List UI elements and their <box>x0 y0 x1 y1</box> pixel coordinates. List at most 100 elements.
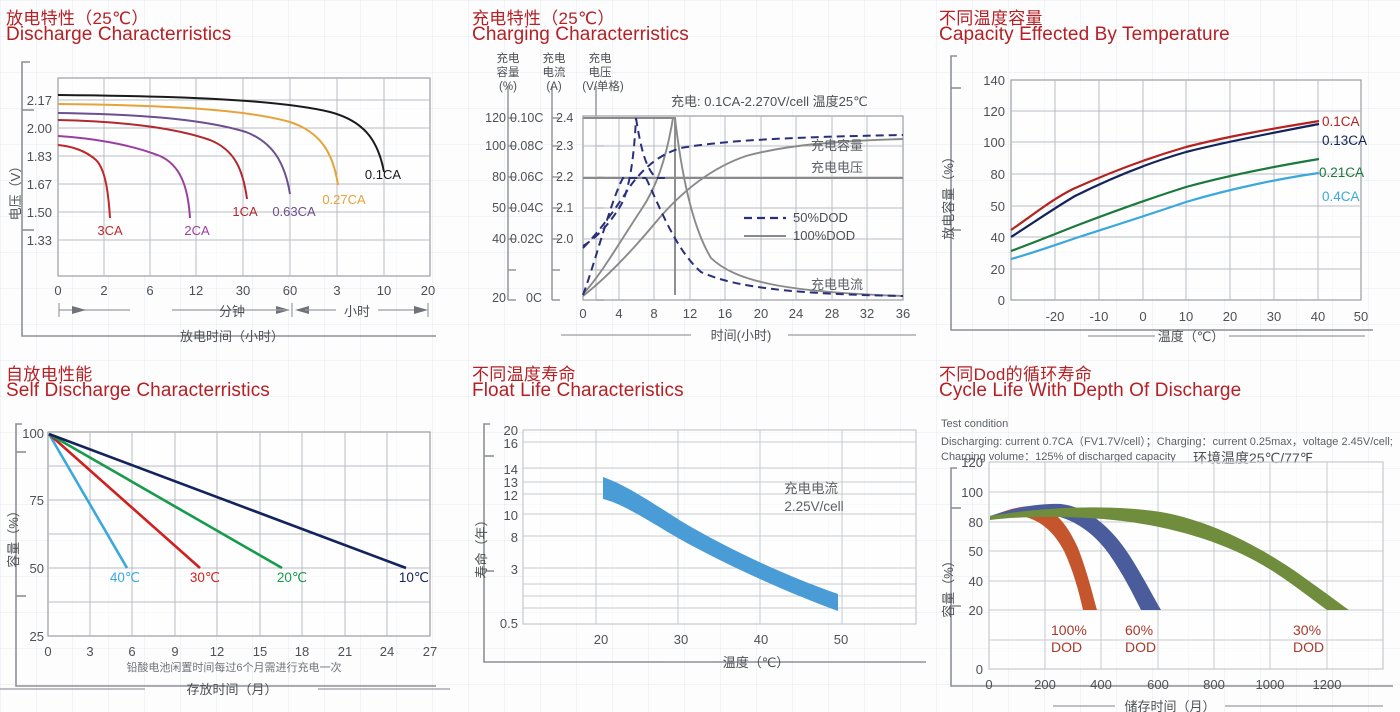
legend-charging: 50%DOD 100%DOD <box>744 210 855 243</box>
y-tick-label: 2.00 <box>27 121 52 136</box>
curve-100dod-voltage <box>582 117 676 295</box>
dod-label-line2: DOD <box>1293 639 1324 655</box>
axis-head-line2: 电压 <box>589 66 612 79</box>
axis-head-current: 充电 电流 (A) <box>543 51 566 93</box>
y-tick-labels-cycle-life: 120 100 80 50 40 20 0 <box>961 455 983 677</box>
x-tick-label: 600 <box>1147 677 1169 692</box>
x-tick-label: 15 <box>253 644 267 659</box>
charging-condition-note: 充电: 0.1CA-2.270V/cell 温度25℃ <box>671 94 868 109</box>
axis-head-line1: 充电 <box>497 51 520 65</box>
x-tick-label: 8 <box>650 306 657 321</box>
curve-063ca <box>57 112 291 195</box>
grid-vertical <box>1044 462 1328 669</box>
tick-label: 2.0 <box>556 232 573 246</box>
x-tick-label: 1000 <box>1256 677 1285 692</box>
y-tick-label: 20 <box>991 262 1005 277</box>
series-label-2ca: 2CA <box>184 223 210 238</box>
grid-vertical <box>1054 80 1319 300</box>
plot-area <box>988 461 1384 670</box>
x-tick-label: 12 <box>210 644 224 659</box>
y-tick-label: 1.33 <box>27 233 52 248</box>
y-axis-title-self-discharge: 容量（%） <box>6 504 21 568</box>
x-tick-label: 27 <box>423 644 437 659</box>
tick-label: 40 <box>492 232 506 246</box>
x-tick-label: 21 <box>338 644 352 659</box>
x-tick-label: 2 <box>100 283 107 298</box>
grid-lines <box>583 116 903 300</box>
y-tick-label: 16 <box>504 436 518 451</box>
tick-label: 0.02C <box>510 232 543 246</box>
axis-head-capacity: 充电 容量 (%) <box>497 51 520 93</box>
chart-svg-self-discharge: 100 75 50 25 0 3 6 9 12 15 18 21 24 27 4… <box>0 423 450 697</box>
curve-label-voltage: 充电电压 <box>811 160 863 175</box>
axis-frame <box>21 61 436 337</box>
series-label-021ca: 0.21CA <box>1319 165 1364 180</box>
x-tick-label: 9 <box>171 644 178 659</box>
chart-title-cn-cycle-life: 不同Dod的循环寿命 <box>939 365 1093 384</box>
chart-panel-self-discharge: 自放电性能 Self Discharge Characterristics <box>0 356 466 712</box>
tick-label: 20 <box>492 291 506 305</box>
x-tick-label: 60 <box>283 283 297 298</box>
x-tick-labels-capacity: -20 -10 0 10 20 30 40 50 <box>1046 309 1369 324</box>
chart-svg-charging: 充电 容量 (%) 充电 电流 (A) 充电 电压 (V/单格) 120 100… <box>485 51 916 343</box>
series-label-01ca: 0.1CA <box>1322 114 1360 129</box>
dod-label-line1: 30% <box>1293 622 1321 638</box>
float-life-annotation-line2: 2.25V/cell <box>784 499 843 514</box>
tick-label: 0.04C <box>510 201 543 215</box>
chart-panel-cycle-life: 不同Dod的循环寿命 Cycle Life With Depth Of Disc… <box>933 356 1400 712</box>
float-life-annotation-line1: 充电电流 <box>784 481 838 496</box>
chart-svg-float-life: 20 16 14 13 12 10 8 3 0.5 20 30 40 50 充电… <box>474 423 926 670</box>
y-tick-label: 13 <box>504 475 518 490</box>
chart-title-en-self-discharge: Self Discharge Characterristics <box>6 380 270 401</box>
y-tick-label: 50 <box>969 544 983 559</box>
chart-title-en-cycle-life: Cycle Life With Depth Of Discharge <box>939 380 1242 401</box>
series-label-1ca: 1CA <box>232 204 258 219</box>
x-subaxis-label-minutes: 分钟 <box>219 304 245 319</box>
y-tick-label: 80 <box>991 167 1005 182</box>
grid-horizontal <box>58 99 430 241</box>
chart-panel-discharge: 放电特性（25℃） Discharge Characterristics <box>0 0 466 356</box>
y-tick-label: 100 <box>961 485 983 500</box>
chart-title-cn-float-life: 不同温度寿命 <box>472 365 576 384</box>
x-axis-title-float-life: 温度（℃） <box>723 655 790 670</box>
chart-svg-cycle-life: 120 100 80 50 40 20 0 0 200 400 600 800 … <box>941 455 1393 712</box>
dod-label-100: 100% DOD <box>1051 622 1087 655</box>
y-tick-label: 100 <box>983 135 1005 150</box>
curve-100dod-capacity <box>582 138 904 297</box>
x-axis-title-charging: 时间(小时) <box>711 328 772 343</box>
test-condition-line2: Discharging: current 0.7CA（FV1.7V/cell）；… <box>941 436 1393 448</box>
y-axis-title-float-life: 寿命（年） <box>474 513 489 578</box>
x-tick-label: 18 <box>295 644 309 659</box>
tick-label: 2.4 <box>556 111 573 125</box>
tick-label: 2.1 <box>556 201 573 215</box>
plot-area <box>57 77 431 277</box>
series-label-40c: 40℃ <box>110 570 140 585</box>
curve-label-current: 充电电流 <box>811 277 863 292</box>
x-tick-label: 24 <box>789 306 803 321</box>
x-tick-label: 1200 <box>1313 677 1342 692</box>
plot-area <box>522 429 917 625</box>
chart-panel-capacity-temp: 不同温度容量 Capacity Effected By Temperature <box>933 0 1400 356</box>
line-20c <box>48 432 283 570</box>
curve-01ca <box>1010 119 1320 231</box>
y-tick-labels-float-life: 20 16 14 13 12 10 8 3 0.5 <box>500 423 518 631</box>
x-tick-label: 16 <box>718 306 732 321</box>
y-tick-label: 1.50 <box>27 205 52 220</box>
tick-label: 50 <box>492 201 506 215</box>
curve-021ca <box>1010 157 1320 253</box>
x-tick-label: 0 <box>44 644 51 659</box>
x-tick-label: 12 <box>683 306 697 321</box>
x-tick-labels-cycle-life: 0 200 400 600 800 1000 1200 <box>985 677 1341 692</box>
x-tick-label: 30 <box>674 632 688 647</box>
x-axis-title-cycle-life: 储存时间（月） <box>1124 699 1215 712</box>
x-tick-label: 3 <box>333 283 340 298</box>
x-tick-label: 0 <box>1139 309 1146 324</box>
x-tick-label: 200 <box>1034 677 1056 692</box>
curve-50dod-current <box>645 177 904 297</box>
tick-label: 0.10C <box>510 111 543 125</box>
chart-panel-float-life: 不同温度寿命 Float Life Characteristics <box>466 356 933 712</box>
tick-label: 100 <box>485 139 506 153</box>
x-tick-label: 800 <box>1203 677 1225 692</box>
x-tick-label: 20 <box>754 306 768 321</box>
chart-title-en-float-life: Float Life Characteristics <box>472 380 684 401</box>
